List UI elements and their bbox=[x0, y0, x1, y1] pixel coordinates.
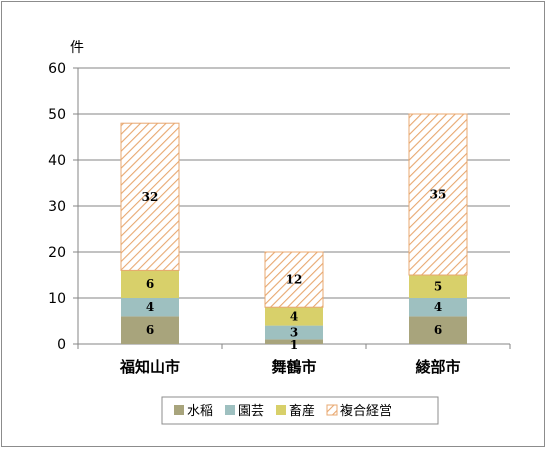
data-label: 1 bbox=[290, 338, 298, 352]
y-tick-label: 10 bbox=[48, 291, 66, 307]
legend: 水稲 園芸 畜産 複合経営 bbox=[161, 396, 439, 425]
legend-label: 水稲 bbox=[187, 404, 213, 419]
legend-swatch bbox=[174, 405, 184, 415]
bar-segment bbox=[121, 316, 179, 344]
data-label: 4 bbox=[146, 300, 154, 314]
y-tick-label: 20 bbox=[48, 245, 66, 261]
legend-label: 複合経営 bbox=[340, 403, 392, 419]
data-label: 32 bbox=[142, 190, 159, 204]
y-tick-label: 40 bbox=[48, 153, 66, 169]
data-label: 3 bbox=[290, 326, 298, 340]
bar-segment bbox=[409, 275, 467, 298]
legend-swatch bbox=[276, 405, 286, 415]
bar-segment bbox=[265, 307, 323, 326]
legend-box bbox=[161, 396, 439, 425]
data-label: 35 bbox=[430, 188, 447, 202]
y-tick-label: 60 bbox=[48, 61, 66, 77]
data-label: 6 bbox=[146, 323, 154, 337]
bar-segment bbox=[408, 113, 468, 276]
bar-segment bbox=[264, 251, 324, 308]
bar-segment bbox=[120, 122, 180, 271]
bar-segment bbox=[265, 339, 323, 344]
bar-segment bbox=[265, 325, 323, 340]
data-labels: 6 4 6 32 13 4 12 6 4 5 35 bbox=[142, 188, 447, 353]
data-label: 6 bbox=[434, 323, 442, 337]
legend-label: 畜産 bbox=[289, 403, 315, 419]
bars bbox=[120, 113, 468, 344]
data-label: 6 bbox=[146, 277, 154, 291]
y-axis-unit-label: 件 bbox=[70, 40, 84, 56]
legend-label: 園芸 bbox=[238, 403, 264, 419]
x-category-label: 福知山市 bbox=[119, 358, 180, 376]
bar-segment bbox=[409, 298, 467, 317]
data-label: 4 bbox=[290, 309, 298, 323]
data-label: 5 bbox=[434, 280, 442, 294]
legend-swatch bbox=[225, 405, 235, 415]
y-tick-label: 30 bbox=[48, 199, 66, 215]
bar-segment bbox=[121, 270, 179, 298]
legend-swatch bbox=[326, 404, 338, 416]
y-tick-label: 50 bbox=[48, 107, 66, 123]
bar-segment bbox=[409, 316, 467, 344]
data-label: 4 bbox=[434, 300, 442, 314]
y-tick-label: 0 bbox=[57, 337, 66, 353]
x-category-label: 舞鶴市 bbox=[271, 358, 316, 376]
x-category-label: 綾部市 bbox=[415, 358, 460, 376]
bar-segment bbox=[121, 298, 179, 317]
data-label: 12 bbox=[286, 273, 303, 287]
